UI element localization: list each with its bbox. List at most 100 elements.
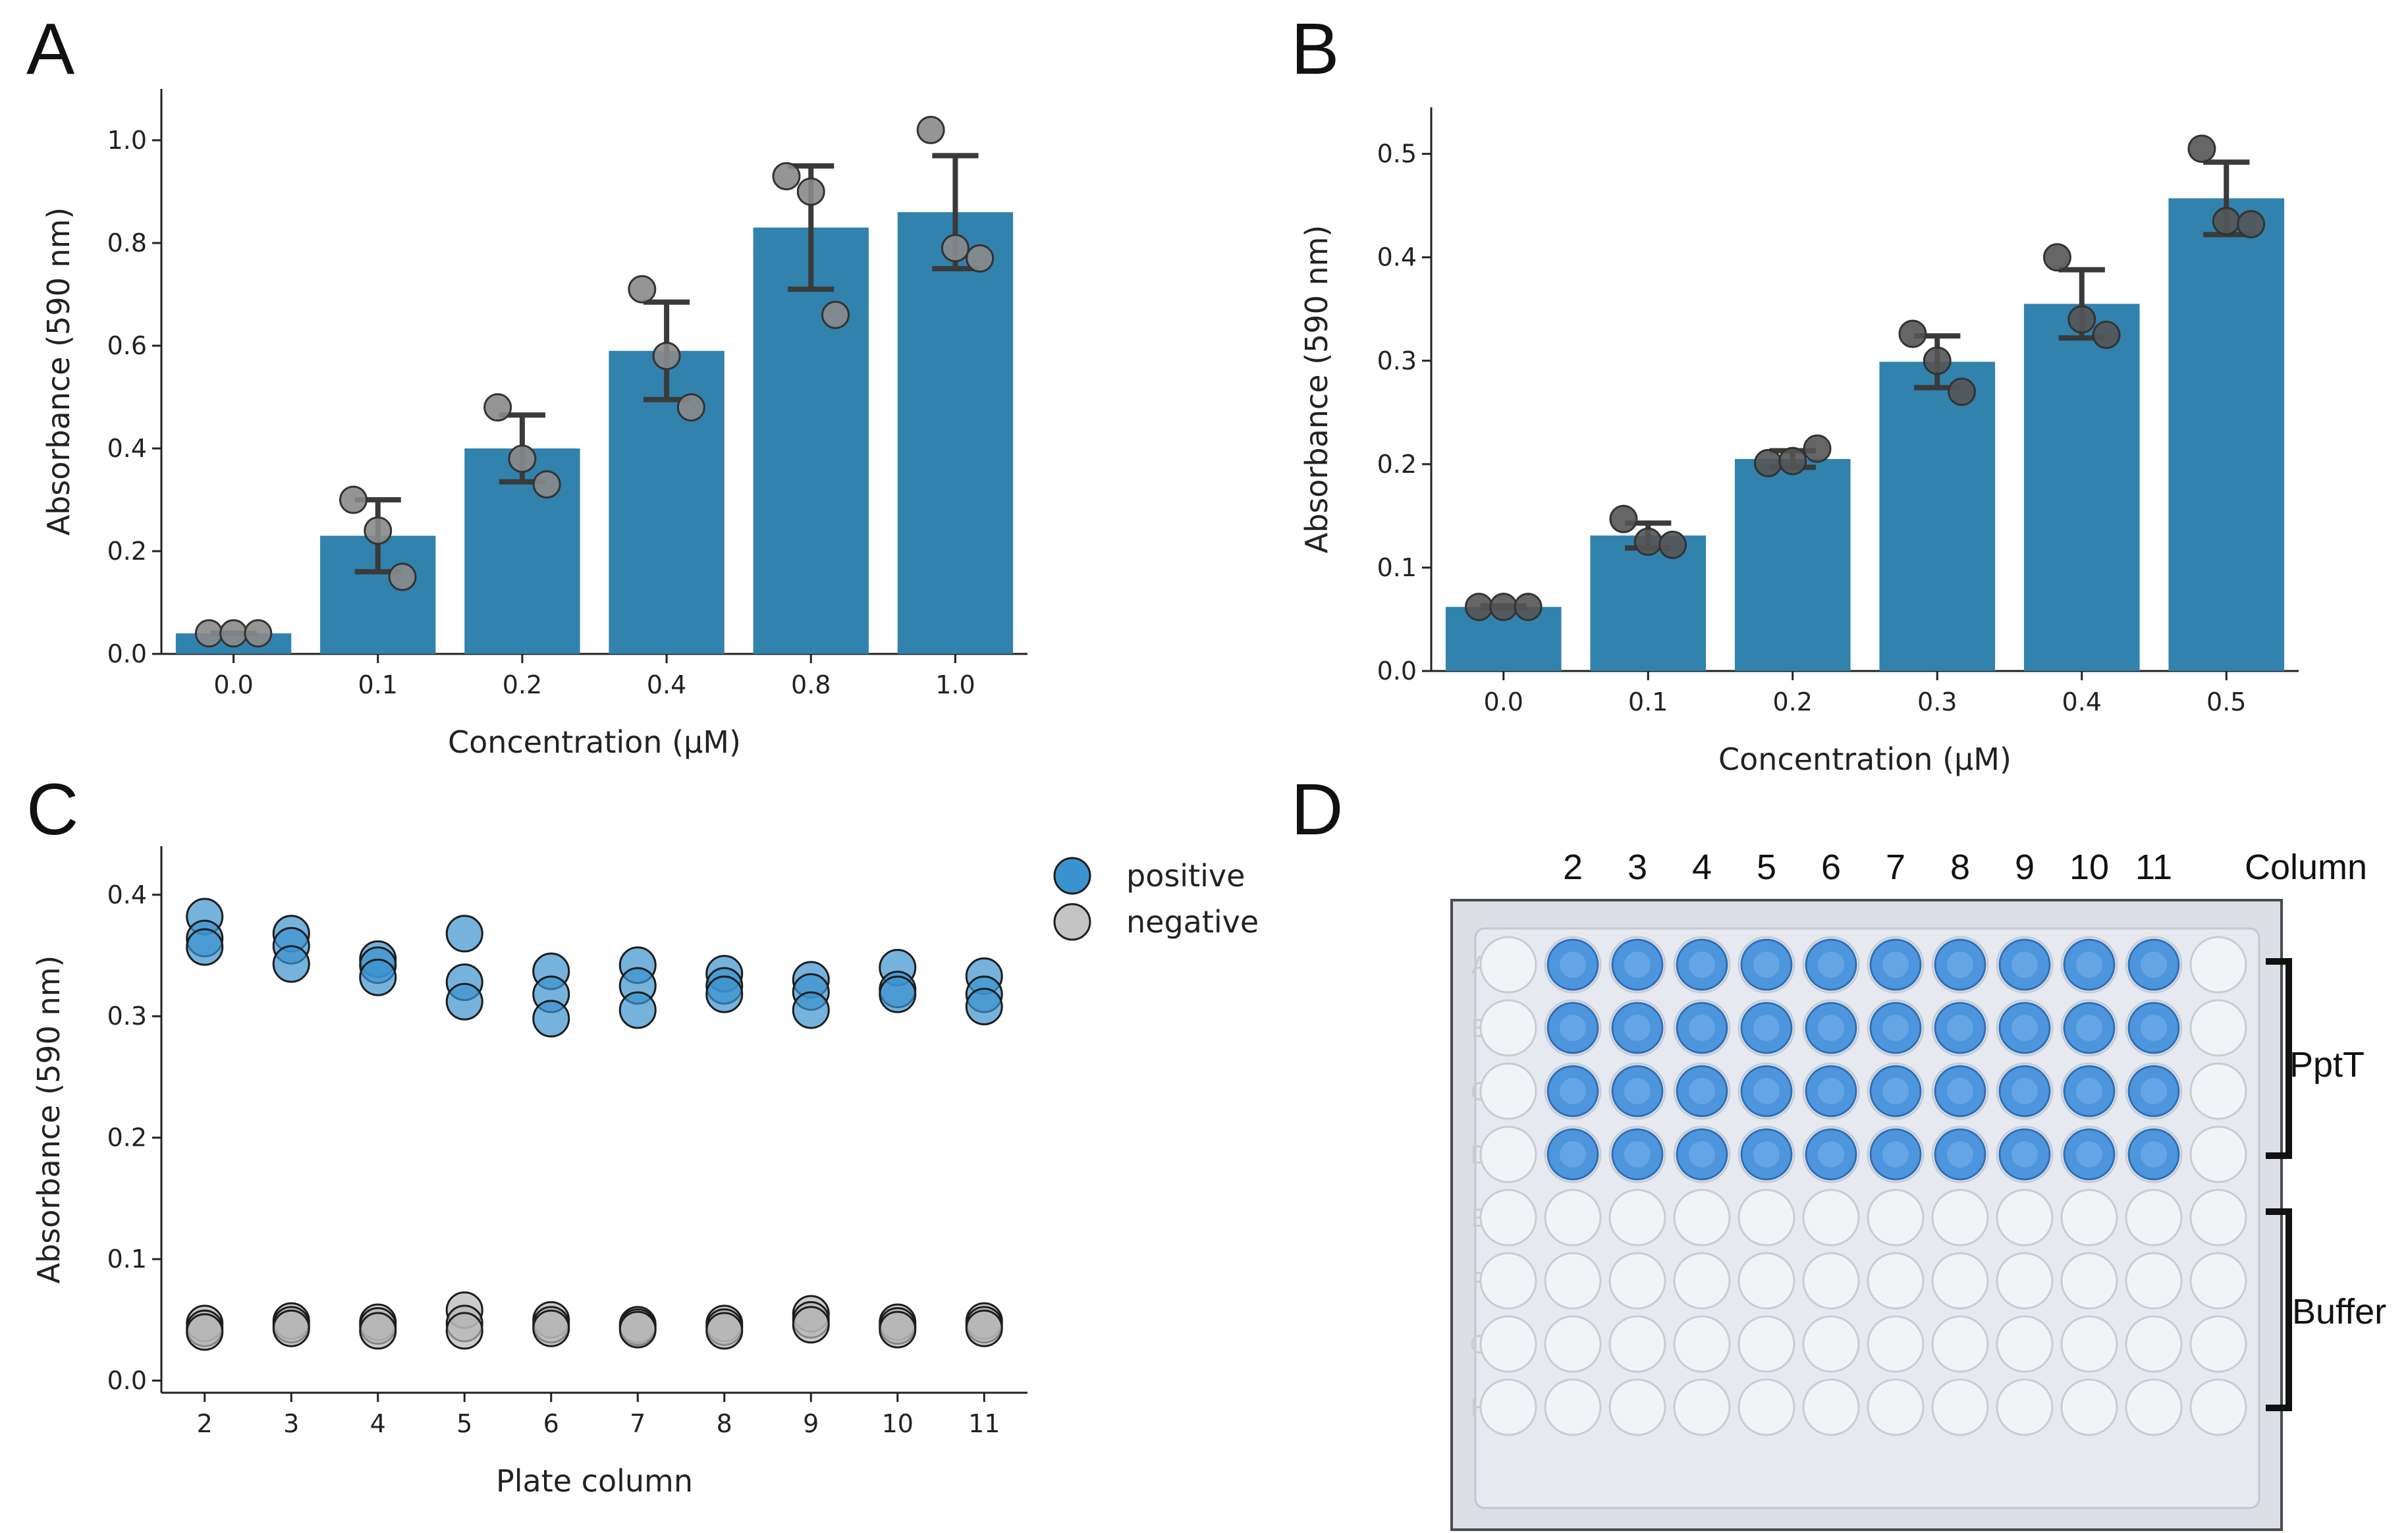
y-tick-label: 1.0	[107, 126, 147, 155]
y-tick-label: 0.1	[1377, 553, 1417, 582]
data-point	[821, 300, 850, 329]
well-highlight	[1689, 1015, 1715, 1041]
well	[1996, 1378, 2054, 1436]
well	[1996, 1315, 2054, 1373]
well-highlight	[2076, 952, 2102, 978]
x-tick-label: 3	[283, 1409, 299, 1438]
y-tick-label: 0.3	[107, 1002, 147, 1031]
y-tick-label: 0.5	[1377, 140, 1417, 169]
bar	[1734, 459, 1851, 671]
well	[1802, 1315, 1860, 1373]
data-point	[219, 619, 248, 648]
well	[2060, 1189, 2118, 1247]
well-highlight	[1560, 1141, 1586, 1168]
well-highlight	[1753, 1015, 1780, 1041]
well	[1802, 1252, 1860, 1310]
well	[1479, 1315, 1537, 1373]
negative-point	[879, 1310, 917, 1349]
well	[1867, 1252, 1925, 1310]
well	[1738, 1252, 1795, 1310]
well-highlight	[2011, 1015, 2038, 1041]
well-highlight	[1560, 1015, 1586, 1041]
group-label-buffer: Buffer	[2292, 1292, 2386, 1331]
data-point	[772, 162, 801, 191]
well	[1673, 1189, 1731, 1247]
y-axis-label: Absorbance (590 nm)	[1299, 225, 1334, 554]
well-highlight	[2141, 952, 2167, 978]
well	[2125, 1315, 2183, 1373]
data-point	[483, 393, 512, 422]
well-highlight	[1689, 1078, 1715, 1104]
well	[1608, 1189, 1666, 1247]
data-point	[1803, 434, 1832, 463]
panel-letter-d: D	[1291, 769, 1344, 850]
well	[2060, 1378, 2118, 1436]
well-highlight	[1818, 1141, 1844, 1168]
y-tick-label: 0.0	[107, 1366, 147, 1395]
data-point	[2092, 321, 2121, 350]
column-number: 3	[1628, 847, 1647, 887]
data-point	[508, 444, 537, 473]
well-highlight	[1947, 1078, 1973, 1104]
column-number: 7	[1886, 847, 1905, 887]
x-tick-label: 0.4	[647, 670, 686, 699]
y-tick-label: 0.6	[107, 331, 147, 360]
well	[2060, 1315, 2118, 1373]
well-highlight	[2076, 1015, 2102, 1041]
well	[1738, 1315, 1795, 1373]
well	[1479, 1189, 1537, 1247]
well	[1738, 1378, 1795, 1436]
well	[1931, 1252, 1989, 1310]
well	[2189, 1189, 2247, 1247]
bar	[2168, 198, 2285, 671]
well-highlight	[2011, 1078, 2038, 1104]
y-axis-label: Absorbance (590 nm)	[41, 207, 76, 536]
y-tick-label: 0.4	[107, 434, 147, 463]
data-point	[2212, 207, 2241, 236]
well	[1673, 1252, 1731, 1310]
column-number: 10	[2069, 847, 2109, 887]
y-axis-label: Absorbance (590 nm)	[31, 955, 67, 1284]
x-tick-label: 0.5	[2206, 687, 2246, 716]
y-tick-label: 0.2	[107, 537, 147, 566]
bar	[1590, 535, 1707, 671]
negative-point	[272, 1309, 310, 1347]
well	[1479, 936, 1537, 994]
well-highlight	[1882, 952, 1909, 978]
well	[2189, 1315, 2247, 1373]
well	[1608, 1378, 1666, 1436]
positive-point	[186, 928, 224, 966]
plate-photo-panel-d: ABCDEFGH234567891011ColumnPptTBuffer	[1450, 847, 2386, 1531]
well-highlight	[1689, 952, 1715, 978]
column-header-label: Column	[2245, 847, 2367, 887]
positive-point	[359, 958, 397, 996]
well-highlight	[1624, 952, 1651, 978]
well-highlight	[2141, 1141, 2167, 1168]
legend-marker-negative	[1053, 903, 1091, 941]
chart-panel-c: 0.0 0.1 0.2 0.3 0.4 2 3 4 5 6 7 8 9 10 11 Plate column A…	[31, 846, 1259, 1499]
x-tick-label: 11	[968, 1409, 1000, 1438]
well	[2189, 1125, 2247, 1183]
negative-point	[186, 1313, 224, 1351]
column-number: 4	[1692, 847, 1712, 887]
data-point	[676, 393, 705, 422]
well	[2060, 1252, 2118, 1310]
positive-point	[272, 945, 310, 983]
x-tick-label: 10	[882, 1409, 914, 1438]
data-point	[2187, 134, 2216, 163]
negative-point	[965, 1309, 1003, 1347]
well-highlight	[2076, 1078, 2102, 1104]
x-tick-label: 2	[197, 1409, 213, 1438]
well-highlight	[1818, 1015, 1844, 1041]
well-highlight	[2141, 1078, 2167, 1104]
data-point	[2067, 305, 2096, 334]
well	[1673, 1378, 1731, 1436]
well-highlight	[1560, 952, 1586, 978]
x-tick-label: 0.3	[1917, 687, 1957, 716]
well	[1479, 1062, 1537, 1120]
well-highlight	[2011, 952, 2038, 978]
column-number: 9	[2015, 847, 2035, 887]
x-tick-label: 0.2	[503, 670, 542, 699]
well	[2189, 999, 2247, 1057]
well	[1996, 1189, 2054, 1247]
